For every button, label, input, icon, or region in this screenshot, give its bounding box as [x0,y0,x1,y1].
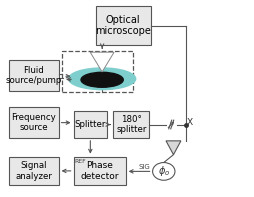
Polygon shape [90,52,114,72]
FancyBboxPatch shape [9,60,58,91]
Text: 180°
splitter: 180° splitter [116,115,146,134]
FancyBboxPatch shape [62,51,133,92]
Ellipse shape [68,68,135,90]
Text: Optical
microscope: Optical microscope [95,15,151,36]
FancyBboxPatch shape [113,111,149,138]
Text: X: X [186,118,193,127]
Text: $\phi_o$: $\phi_o$ [157,164,169,178]
FancyBboxPatch shape [9,107,58,138]
FancyBboxPatch shape [9,157,58,185]
Text: SIG: SIG [138,164,150,170]
Text: Frequency
source: Frequency source [11,113,56,132]
Text: Signal
analyzer: Signal analyzer [15,161,52,181]
Text: Phase
detector: Phase detector [80,161,118,181]
FancyBboxPatch shape [73,157,125,185]
Polygon shape [165,141,180,155]
FancyBboxPatch shape [73,111,107,138]
Ellipse shape [81,72,123,87]
Circle shape [152,163,174,180]
Text: Splitter: Splitter [74,120,106,129]
FancyBboxPatch shape [96,6,150,45]
Text: REF: REF [74,159,86,164]
Text: Fluid
source/pump: Fluid source/pump [6,66,62,85]
